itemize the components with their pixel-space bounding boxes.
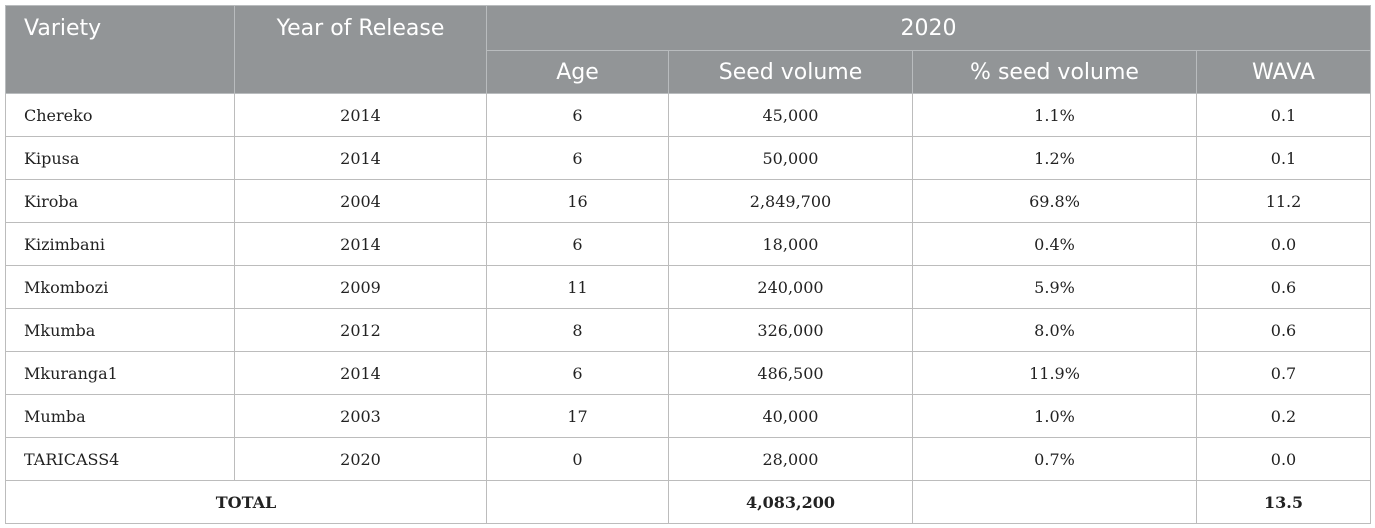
cell-variety: Mkumba bbox=[5, 308, 235, 352]
cell-seed-volume: 40,000 bbox=[668, 394, 913, 438]
cell-variety: Mumba bbox=[5, 394, 235, 438]
cell-pct-seed-volume: 0.4% bbox=[912, 222, 1197, 266]
cell-age: 6 bbox=[486, 222, 669, 266]
cell-variety: Mkuranga1 bbox=[5, 351, 235, 395]
cell-year: 2004 bbox=[234, 179, 487, 223]
cell-year: 2014 bbox=[234, 222, 487, 266]
cell-age: 6 bbox=[486, 351, 669, 395]
cell-age: 16 bbox=[486, 179, 669, 223]
cell-variety: Mkombozi bbox=[5, 265, 235, 309]
total-row: TOTAL 4,083,200 13.5 bbox=[5, 480, 1371, 524]
header-seed-volume: Seed volume bbox=[668, 50, 913, 94]
table-row: TARICASS4 2020 0 28,000 0.7% 0.0 bbox=[5, 437, 1371, 481]
cell-wava: 0.0 bbox=[1196, 437, 1371, 481]
total-seed-volume: 4,083,200 bbox=[668, 480, 913, 524]
table-row: Mkombozi 2009 11 240,000 5.9% 0.6 bbox=[5, 265, 1371, 309]
header-variety: Variety bbox=[5, 5, 235, 94]
cell-age: 0 bbox=[486, 437, 669, 481]
cell-variety: TARICASS4 bbox=[5, 437, 235, 481]
cell-seed-volume: 240,000 bbox=[668, 265, 913, 309]
table-row: Mkumba 2012 8 326,000 8.0% 0.6 bbox=[5, 308, 1371, 352]
cell-pct-seed-volume: 8.0% bbox=[912, 308, 1197, 352]
cell-pct-seed-volume: 1.0% bbox=[912, 394, 1197, 438]
cell-pct-seed-volume: 11.9% bbox=[912, 351, 1197, 395]
header-pct-seed-volume: % seed volume bbox=[912, 50, 1197, 94]
cell-wava: 0.6 bbox=[1196, 308, 1371, 352]
cell-seed-volume: 45,000 bbox=[668, 93, 913, 137]
cell-seed-volume: 28,000 bbox=[668, 437, 913, 481]
cell-pct-seed-volume: 69.8% bbox=[912, 179, 1197, 223]
table-row: Kiroba 2004 16 2,849,700 69.8% 11.2 bbox=[5, 179, 1371, 223]
cell-age: 6 bbox=[486, 136, 669, 180]
cell-year: 2014 bbox=[234, 93, 487, 137]
cell-age: 11 bbox=[486, 265, 669, 309]
table-row: Mkuranga1 2014 6 486,500 11.9% 0.7 bbox=[5, 351, 1371, 395]
cell-seed-volume: 486,500 bbox=[668, 351, 913, 395]
total-age-empty bbox=[486, 480, 669, 524]
cell-wava: 0.6 bbox=[1196, 265, 1371, 309]
total-pct-empty bbox=[912, 480, 1197, 524]
cell-wava: 0.1 bbox=[1196, 93, 1371, 137]
header-year-group: 2020 bbox=[486, 5, 1371, 51]
total-label: TOTAL bbox=[5, 480, 487, 524]
header-wava: WAVA bbox=[1196, 50, 1371, 94]
header-age: Age bbox=[486, 50, 669, 94]
cell-pct-seed-volume: 5.9% bbox=[912, 265, 1197, 309]
cell-wava: 0.2 bbox=[1196, 394, 1371, 438]
cell-year: 2014 bbox=[234, 136, 487, 180]
cell-seed-volume: 2,849,700 bbox=[668, 179, 913, 223]
cell-wava: 0.0 bbox=[1196, 222, 1371, 266]
cell-wava: 0.1 bbox=[1196, 136, 1371, 180]
cell-seed-volume: 18,000 bbox=[668, 222, 913, 266]
cell-year: 2003 bbox=[234, 394, 487, 438]
table-row: Kipusa 2014 6 50,000 1.2% 0.1 bbox=[5, 136, 1371, 180]
table-row: Chereko 2014 6 45,000 1.1% 0.1 bbox=[5, 93, 1371, 137]
cell-seed-volume: 50,000 bbox=[668, 136, 913, 180]
total-wava: 13.5 bbox=[1196, 480, 1371, 524]
cell-year: 2009 bbox=[234, 265, 487, 309]
header-year-of-release: Year of Release bbox=[234, 5, 487, 94]
table-row: Mumba 2003 17 40,000 1.0% 0.2 bbox=[5, 394, 1371, 438]
cell-age: 8 bbox=[486, 308, 669, 352]
cell-pct-seed-volume: 1.2% bbox=[912, 136, 1197, 180]
cell-year: 2012 bbox=[234, 308, 487, 352]
cell-variety: Kizimbani bbox=[5, 222, 235, 266]
cell-seed-volume: 326,000 bbox=[668, 308, 913, 352]
cell-pct-seed-volume: 1.1% bbox=[912, 93, 1197, 137]
cell-age: 6 bbox=[486, 93, 669, 137]
cell-wava: 0.7 bbox=[1196, 351, 1371, 395]
cell-variety: Kiroba bbox=[5, 179, 235, 223]
cell-year: 2020 bbox=[234, 437, 487, 481]
cell-pct-seed-volume: 0.7% bbox=[912, 437, 1197, 481]
table-row: Kizimbani 2014 6 18,000 0.4% 0.0 bbox=[5, 222, 1371, 266]
seed-volume-table: Variety Year of Release 2020 Age Seed vo… bbox=[5, 5, 1371, 524]
cell-age: 17 bbox=[486, 394, 669, 438]
cell-variety: Kipusa bbox=[5, 136, 235, 180]
cell-year: 2014 bbox=[234, 351, 487, 395]
cell-variety: Chereko bbox=[5, 93, 235, 137]
cell-wava: 11.2 bbox=[1196, 179, 1371, 223]
